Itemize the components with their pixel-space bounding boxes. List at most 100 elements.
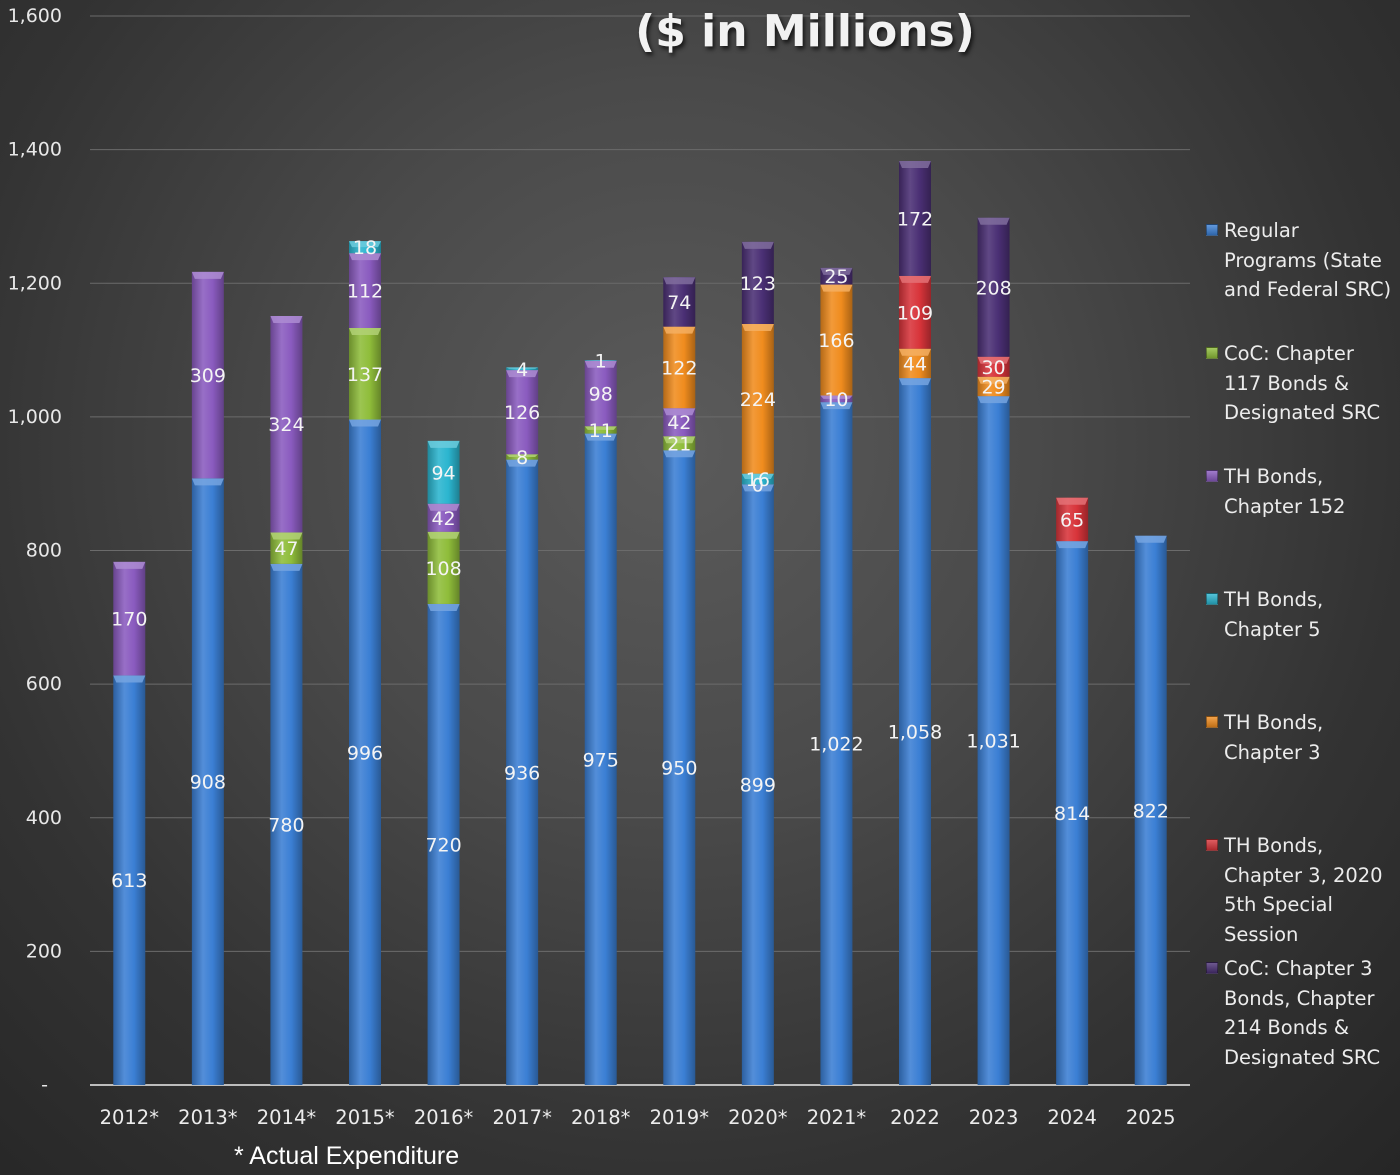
bar-segment: [349, 419, 381, 1085]
bar-segment-cap: [349, 419, 381, 427]
legend-swatch: [1206, 962, 1218, 974]
bar-segment-cap: [270, 563, 303, 571]
bar-segment-cap: [506, 459, 539, 467]
data-labels: 6131709083097804732499613711218720108429…: [111, 208, 1169, 892]
data-label: 42: [431, 508, 455, 530]
bar-segment: [741, 241, 774, 325]
legend-swatch: [1206, 839, 1218, 851]
legend-label: CoC: Chapter 3 Bonds, Chapter 214 Bonds …: [1224, 957, 1381, 1069]
bar-segment-cap: [270, 315, 303, 323]
x-tick-label: 2021*: [807, 1106, 867, 1129]
data-label: 975: [583, 749, 619, 771]
bar-segment: [506, 370, 539, 455]
data-label: 208: [975, 277, 1011, 299]
bar-segment: [584, 360, 617, 427]
data-label: 29: [981, 376, 1005, 398]
data-label: 950: [661, 758, 697, 780]
legend-swatch: [1206, 593, 1218, 605]
x-tick-label: 2013*: [178, 1106, 238, 1129]
legend-item: TH Bonds, Chapter 5: [1206, 585, 1400, 644]
bar-segment: [899, 160, 931, 276]
bar-segment-cap: [584, 433, 617, 441]
data-label: 16: [746, 469, 770, 491]
x-tick-label: 2018*: [571, 1106, 631, 1129]
legend-swatch: [1206, 224, 1218, 236]
data-label: 122: [661, 357, 697, 379]
chart-title: ($ in Millions): [635, 6, 975, 57]
bar-segment-cap: [270, 532, 303, 540]
bar-segment-cap: [113, 561, 146, 569]
bar-segment: [899, 275, 931, 349]
bar-segment-cap: [741, 484, 774, 492]
bar-segment-cap: [977, 396, 1010, 404]
data-label: 996: [347, 742, 383, 764]
bar-segment-cap: [820, 402, 853, 410]
data-label: 112: [347, 281, 383, 303]
bar-segment-cap: [584, 426, 617, 430]
legend-swatch: [1206, 716, 1218, 728]
data-label: 613: [111, 870, 147, 892]
bar-segment: [427, 531, 460, 604]
data-label: 4: [516, 359, 528, 381]
data-label: 42: [667, 412, 691, 434]
bar-segment-cap: [820, 284, 853, 292]
bar-segment-cap: [113, 675, 146, 683]
legend-label: TH Bonds, Chapter 3, 2020 5th Special Se…: [1224, 834, 1383, 946]
data-label: 224: [740, 389, 776, 411]
data-label: 936: [504, 762, 540, 784]
y-tick-label: -: [41, 1074, 48, 1096]
bar-segment-cap: [349, 241, 381, 248]
x-tick-label: 2017*: [492, 1106, 552, 1129]
data-label: 908: [190, 772, 226, 794]
bar-segment-cap: [506, 454, 539, 457]
bar-segment: [113, 675, 146, 1085]
bar-segment: [113, 561, 146, 676]
data-label: 109: [897, 302, 933, 324]
bar-segment-cap: [191, 271, 224, 279]
bar-segment-cap: [663, 277, 696, 285]
bar-segment: [977, 396, 1010, 1086]
x-tick-label: 2012*: [100, 1106, 160, 1129]
bar-segment-cap: [977, 356, 1010, 364]
x-tick-label: 2020*: [728, 1106, 788, 1129]
bar-segment-cap: [427, 503, 460, 511]
bar-segment: [427, 603, 460, 1085]
bar-segment: [1056, 541, 1089, 1085]
data-label: 780: [268, 814, 304, 836]
grid-lines: [90, 15, 1190, 1086]
data-label: 18: [353, 237, 377, 259]
bar-segment: [663, 326, 696, 409]
bar-segment-cap: [741, 473, 774, 480]
data-label: 309: [190, 365, 226, 387]
x-tick-label: 2019*: [650, 1106, 710, 1129]
data-label: 8: [516, 447, 528, 469]
data-label: 123: [740, 273, 776, 295]
bar-segment: [584, 433, 617, 1085]
x-tick-label: 2015*: [335, 1106, 395, 1129]
bar-segment-cap: [1134, 535, 1167, 543]
data-label: 822: [1133, 800, 1169, 822]
bar-segment-cap: [584, 360, 617, 368]
bar-segment: [270, 315, 303, 533]
bar-segment: [741, 484, 774, 1086]
legend-item: Regular Programs (State and Federal SRC): [1206, 216, 1400, 305]
data-label: 65: [1060, 509, 1084, 531]
bar-segment-cap: [820, 267, 853, 275]
data-label: 108: [425, 558, 461, 580]
bar-stacks: [113, 160, 1167, 1086]
y-tick-label: 600: [26, 673, 62, 695]
legend-swatch: [1206, 347, 1218, 359]
data-label: 1,031: [966, 731, 1020, 753]
y-axis-tick-labels: - 200 400 600 800 1,000 1,200 1,400 1,600: [8, 5, 62, 1096]
data-label: 10: [824, 389, 848, 411]
bar-segment: [191, 271, 224, 479]
bar-segment-cap: [506, 370, 539, 378]
bar-segment: [820, 402, 853, 1085]
bar-segment-cap: [663, 436, 696, 444]
data-label: 720: [425, 834, 461, 856]
x-tick-label: 2016*: [414, 1106, 474, 1129]
bar-segment: [820, 284, 853, 396]
bar-segment-cap: [899, 378, 931, 386]
bar-segment: [663, 277, 696, 327]
